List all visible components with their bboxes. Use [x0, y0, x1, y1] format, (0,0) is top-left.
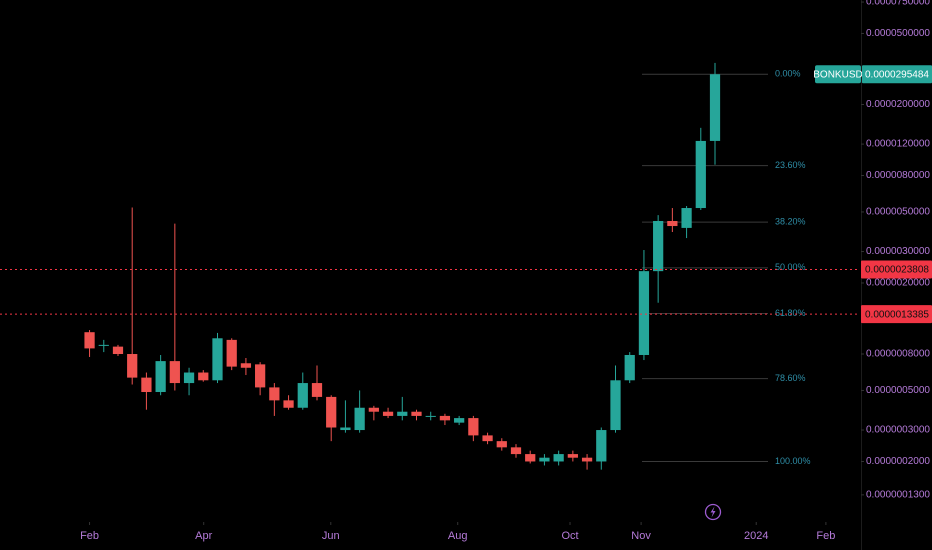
event-icon-circle: [704, 503, 722, 521]
candle-body: [98, 344, 109, 346]
y-tick-label: 0.0000080000: [866, 170, 930, 181]
x-tick-label: 2024: [744, 530, 768, 542]
y-tick-label: 0.0000002000: [866, 456, 930, 467]
candle-body: [624, 354, 635, 381]
candle-body: [596, 430, 607, 462]
y-tick-label: 0.0000008000: [866, 349, 930, 360]
candle-body: [84, 332, 95, 349]
candle-body: [368, 407, 379, 412]
candle-body: [212, 338, 223, 381]
candle-body: [354, 407, 365, 431]
y-tick-label: 0.0000200000: [866, 99, 930, 110]
candle-body: [340, 427, 351, 431]
fib-level-label: 23.60%: [775, 160, 806, 170]
candle-body: [183, 372, 195, 384]
candle-body: [141, 377, 152, 393]
candle-body: [297, 383, 308, 408]
y-tick-label: 0.0000030000: [866, 246, 930, 257]
candle-body: [283, 400, 294, 408]
candle-body: [311, 383, 323, 397]
fib-level-label: 50.00%: [775, 262, 806, 272]
x-tick-label: Jun: [322, 530, 340, 542]
candle-body: [425, 415, 436, 417]
candle-body: [496, 441, 507, 448]
x-tick-label: Oct: [561, 530, 578, 542]
candle-body: [581, 457, 593, 462]
candle-body: [198, 372, 209, 381]
candle-body: [411, 411, 422, 416]
candle-body: [553, 454, 564, 462]
candle-body: [695, 140, 706, 209]
candle-body: [653, 220, 664, 272]
candle-body: [439, 415, 451, 421]
x-tick-label: Aug: [448, 530, 468, 542]
price-tag: [861, 260, 932, 279]
fib-level-label: 78.60%: [775, 373, 806, 383]
candle-body: [610, 380, 621, 431]
price-tag: [861, 305, 932, 324]
y-tick-label: 0.0000005000: [866, 385, 930, 396]
y-tick-label: 0.0000050000: [866, 207, 930, 218]
candle-body: [567, 454, 578, 458]
candle-body: [269, 387, 280, 401]
x-tick-label: Nov: [631, 530, 651, 542]
last-price-tag: [862, 65, 932, 84]
candle-body: [255, 364, 266, 388]
fib-level-label: 100.00%: [775, 456, 811, 466]
candle-body: [326, 396, 337, 428]
candle-body: [169, 361, 180, 384]
last-price-label: 0.0000295484: [865, 69, 929, 80]
y-tick-label: 0.0000500000: [866, 28, 930, 39]
candle-body: [454, 418, 465, 423]
candle-body: [638, 271, 650, 355]
fib-level-label: 61.80%: [775, 308, 806, 318]
candle-body: [525, 454, 536, 462]
candle-body: [155, 361, 166, 393]
y-tick-label: 0.0000020000: [866, 278, 930, 289]
x-tick-label: Feb: [816, 530, 835, 542]
candle-body: [112, 346, 124, 355]
candle-body: [539, 457, 550, 462]
y-tick-label: 0.0000001300: [866, 490, 930, 501]
candle-body: [482, 435, 493, 442]
price-tag-label: 0.0000013385: [865, 309, 929, 320]
event-icon[interactable]: [704, 503, 722, 521]
candle-body: [382, 411, 394, 416]
x-tick-label: Feb: [80, 530, 99, 542]
candle-body: [667, 220, 678, 227]
fib-level-label: 0.00%: [775, 69, 801, 79]
x-tick-label: Apr: [195, 530, 212, 542]
price-tag-label: 0.0000023808: [865, 265, 929, 276]
candle-body: [127, 354, 138, 378]
candle-body: [468, 418, 479, 436]
fib-level-label: 38.20%: [775, 217, 806, 227]
candle-body: [240, 363, 252, 368]
candle-body: [226, 339, 237, 367]
candle-body: [510, 447, 522, 455]
y-tick-label: 0.0000120000: [866, 139, 930, 150]
symbol-tag: [815, 65, 861, 84]
event-icon-bolt: [710, 506, 716, 518]
candle-body: [397, 411, 408, 416]
candle-body: [681, 208, 692, 228]
y-tick-label: 0.0000003000: [866, 425, 930, 436]
y-tick-label: 0.0000750000: [866, 0, 930, 8]
symbol-label: BONKUSD: [813, 69, 862, 80]
candle-body: [709, 74, 721, 141]
